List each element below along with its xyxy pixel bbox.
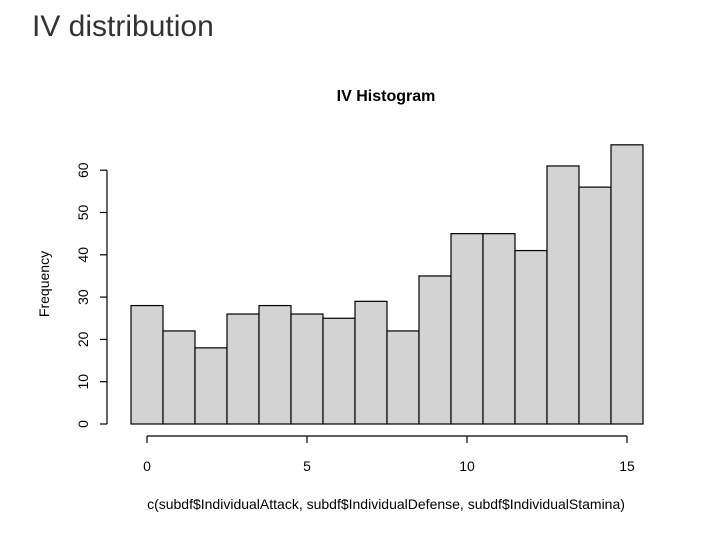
x-axis-label: c(subdf$IndividualAttack, subdf$Individu…: [147, 496, 625, 512]
x-tick-label: 10: [459, 458, 475, 474]
y-tick-label: 10: [75, 374, 91, 390]
histogram-bar: [546, 165, 580, 425]
histogram-bar: [418, 275, 452, 425]
histogram-bar: [514, 249, 548, 425]
histogram-bar: [578, 186, 612, 425]
chart-title: IV Histogram: [337, 88, 436, 105]
histogram-bar: [322, 317, 356, 425]
histogram-bar: [194, 347, 228, 425]
x-axis: 0 5 10 15: [143, 435, 635, 474]
histogram-bar: [290, 313, 324, 425]
histogram-bar: [450, 233, 484, 425]
y-tick-label: 0: [75, 420, 91, 428]
y-axis: 0 10 20 30 40 50 60: [75, 162, 108, 428]
histogram-bar: [130, 304, 164, 425]
histogram-bar: [610, 144, 644, 425]
histogram-bar: [162, 330, 196, 425]
page-heading: IV distribution: [32, 10, 214, 43]
y-tick-label: 50: [75, 205, 91, 221]
histogram-bars: [130, 144, 644, 425]
y-tick-label: 20: [75, 331, 91, 347]
x-tick-label: 15: [619, 458, 635, 474]
histogram-bar: [226, 313, 260, 425]
y-tick-label: 30: [75, 289, 91, 305]
x-tick-label: 0: [143, 458, 151, 474]
histogram-bar: [482, 233, 516, 425]
histogram-bar: [354, 300, 388, 425]
y-tick-label: 60: [75, 162, 91, 178]
x-tick-label: 5: [303, 458, 311, 474]
histogram-bar: [386, 330, 420, 425]
y-axis-label: Frequency: [36, 251, 52, 317]
y-tick-label: 40: [75, 247, 91, 263]
histogram-bar: [258, 304, 292, 425]
